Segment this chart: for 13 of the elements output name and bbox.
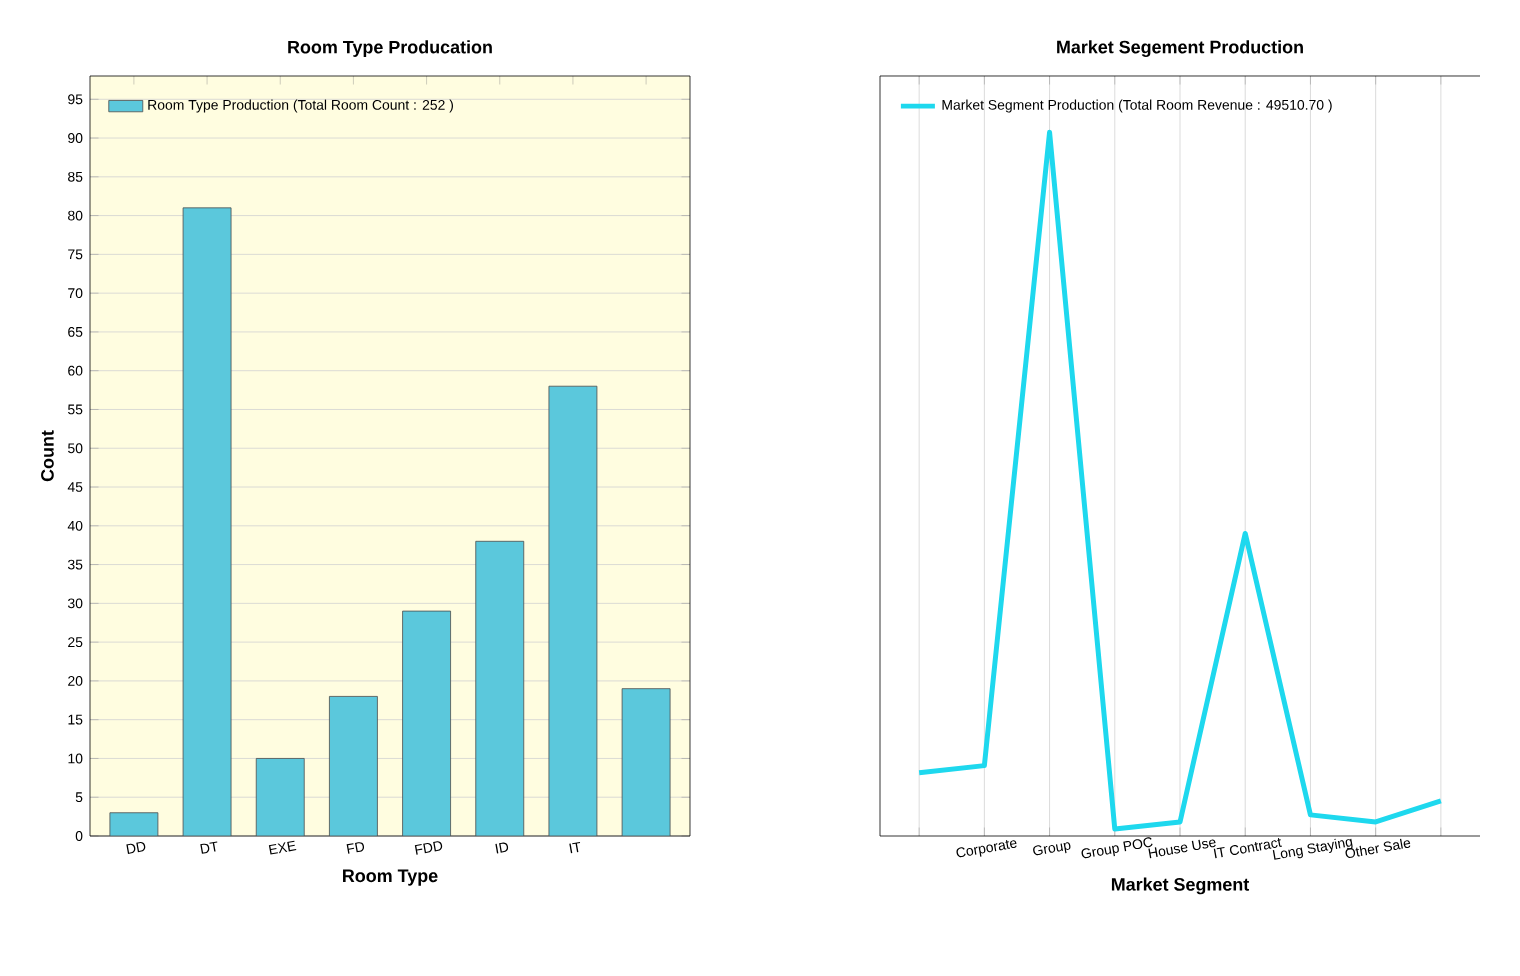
chart-title: Room Type Producation <box>288 40 492 57</box>
bar <box>548 386 597 836</box>
bar <box>475 541 524 836</box>
bar <box>256 758 305 836</box>
bar <box>109 812 158 836</box>
bar <box>183 207 232 836</box>
y-axis-title: Count <box>41 430 54 482</box>
chart-title: Market Segement Production <box>1057 40 1303 58</box>
bar <box>329 696 378 836</box>
bar <box>621 688 671 836</box>
x-axis-title: Market Segment <box>1111 877 1250 895</box>
bar <box>402 611 451 836</box>
x-axis-title: Room Type <box>343 869 438 886</box>
